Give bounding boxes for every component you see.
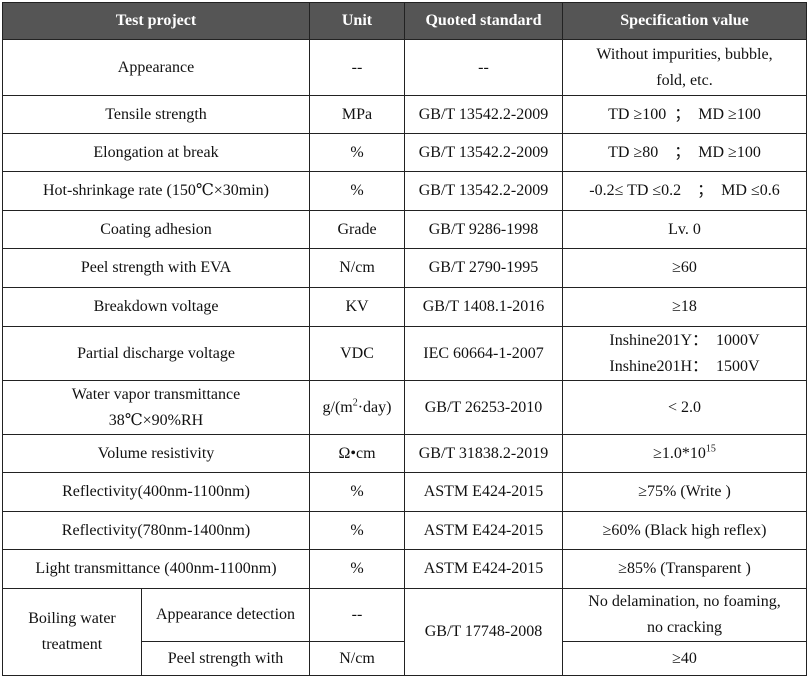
row-standard: GB/T 26253-2010 xyxy=(404,380,563,435)
row-unit: N/cm xyxy=(309,641,405,676)
row-project: Volume resistivity xyxy=(2,434,310,473)
row-unit: KV xyxy=(309,287,405,327)
table-row: Volume resistivity Ω•cm GB/T 31838.2-201… xyxy=(2,434,807,473)
row-standard: -- xyxy=(404,39,563,96)
row-project: Light transmittance (400nm-1100nm) xyxy=(2,549,310,589)
row-unit: % xyxy=(309,549,405,589)
row-project-line-1: Water vapor transmittance xyxy=(71,385,241,403)
table-row: Coating adhesion Grade GB/T 9286-1998 Lv… xyxy=(2,210,807,249)
row-project: Coating adhesion xyxy=(2,210,310,249)
row-project: Partial discharge voltage xyxy=(2,326,310,381)
table-row: Reflectivity(400nm-1100nm) % ASTM E424-2… xyxy=(2,472,807,512)
header-test-project: Test project xyxy=(2,2,310,40)
row-standard: ASTM E424-2015 xyxy=(404,549,563,589)
row-spec: ≥40 xyxy=(562,641,807,676)
row-project: Reflectivity(780nm-1400nm) xyxy=(2,511,310,550)
row-unit: VDC xyxy=(309,326,405,381)
unit-superscript: 2 xyxy=(352,397,358,409)
row-spec-line-2: no cracking xyxy=(646,619,723,636)
row-spec-line-1: Inshine201Y： 1000V xyxy=(609,331,760,349)
row-unit: N/cm xyxy=(309,248,405,288)
row-unit: Ω•cm xyxy=(309,434,405,473)
row-spec: ≥60 xyxy=(562,248,807,288)
boiling-water-group-label: Boiling water treatment xyxy=(2,588,142,676)
unit-tail: ·day) xyxy=(357,398,392,416)
row-spec-line-2: Inshine201H： 1500V xyxy=(609,357,760,375)
header-row: Test project Unit Quoted standard Specif… xyxy=(2,2,807,40)
table-row: Peel strength with N/cm ≥40 xyxy=(3,641,807,676)
header-specification-value: Specification value xyxy=(562,2,807,40)
header-quoted-standard: Quoted standard xyxy=(404,2,563,40)
table-row: Water vapor transmittance 38℃×90%RH g/(m… xyxy=(2,380,807,435)
row-spec: ≥85% (Transparent ) xyxy=(562,549,807,589)
row-spec: -0.2≤ TD ≤0.2 ； MD ≤0.6 xyxy=(562,171,807,211)
row-project: Reflectivity(400nm-1100nm) xyxy=(2,472,310,512)
row-standard: GB/T 17748-2008 xyxy=(404,588,563,676)
table-row: Breakdown voltage KV GB/T 1408.1-2016 ≥1… xyxy=(2,287,807,327)
row-spec: Lv. 0 xyxy=(562,210,807,249)
row-project: Breakdown voltage xyxy=(2,287,310,327)
row-unit: % xyxy=(309,171,405,211)
sub-project: Peel strength with xyxy=(141,641,310,676)
row-spec: ≥1.0*1015 xyxy=(562,434,807,473)
group-label-line-1: Boiling water xyxy=(28,610,116,627)
group-label-line-2: treatment xyxy=(41,636,103,653)
row-spec: TD ≥80 ； MD ≥100 xyxy=(562,133,807,172)
row-project: Water vapor transmittance 38℃×90%RH xyxy=(2,380,310,435)
row-project: Tensile strength xyxy=(2,95,310,134)
table-row: Boiling water treatment Appearance detec… xyxy=(2,588,807,676)
row-unit: % xyxy=(309,133,405,172)
table-row: Hot-shrinkage rate (150℃×30min) % GB/T 1… xyxy=(2,171,807,211)
header-unit: Unit xyxy=(309,2,405,40)
row-spec: Inshine201Y： 1000V Inshine201H： 1500V xyxy=(562,326,807,381)
table-row: Partial discharge voltage VDC IEC 60664-… xyxy=(2,326,807,381)
table-row: Elongation at break % GB/T 13542.2-2009 … xyxy=(2,133,807,172)
sub-project: Appearance detection xyxy=(141,588,310,642)
row-unit: -- xyxy=(309,588,405,642)
row-standard: ASTM E424-2015 xyxy=(404,511,563,550)
row-standard: IEC 60664-1-2007 xyxy=(404,326,563,381)
row-project: Appearance xyxy=(2,39,310,96)
table-row: Light transmittance (400nm-1100nm) % AST… xyxy=(2,549,807,589)
row-spec: TD ≥100 ； MD ≥100 xyxy=(562,95,807,134)
row-spec-line-2: fold, etc. xyxy=(656,71,713,89)
row-unit: % xyxy=(309,472,405,512)
table-row: Tensile strength MPa GB/T 13542.2-2009 T… xyxy=(2,95,807,134)
row-spec-line-1: Without impurities, bubble, xyxy=(596,45,773,63)
row-standard: GB/T 13542.2-2009 xyxy=(404,133,563,172)
row-project-line-2: 38℃×90%RH xyxy=(108,411,204,429)
row-unit: MPa xyxy=(309,95,405,134)
row-spec: No delamination, no foaming, no cracking xyxy=(562,588,807,642)
row-project: Peel strength with EVA xyxy=(2,248,310,288)
row-spec: ≥75% (Write ) xyxy=(562,472,807,512)
row-unit: Grade xyxy=(309,210,405,249)
row-project: Elongation at break xyxy=(2,133,310,172)
row-spec: ≥60% (Black high reflex) xyxy=(562,511,807,550)
row-standard: GB/T 31838.2-2019 xyxy=(404,434,563,473)
row-spec-line-1: No delamination, no foaming, xyxy=(588,593,781,610)
row-standard: GB/T 1408.1-2016 xyxy=(404,287,563,327)
row-standard: GB/T 13542.2-2009 xyxy=(404,95,563,134)
row-spec: < 2.0 xyxy=(562,380,807,435)
row-unit: g/(m2·day) xyxy=(309,380,405,435)
spec-superscript: 15 xyxy=(705,443,716,455)
unit-base: g/(m xyxy=(322,398,353,416)
row-project: Hot-shrinkage rate (150℃×30min) xyxy=(2,171,310,211)
spec-base: ≥1.0*10 xyxy=(653,444,706,462)
row-standard: GB/T 13542.2-2009 xyxy=(404,171,563,211)
row-unit: % xyxy=(309,511,405,550)
row-standard: ASTM E424-2015 xyxy=(404,472,563,512)
table-row: Appearance -- -- Without impurities, bub… xyxy=(2,39,807,96)
table-row: Peel strength with EVA N/cm GB/T 2790-19… xyxy=(2,248,807,288)
row-spec: Without impurities, bubble, fold, etc. xyxy=(562,39,807,96)
row-unit: -- xyxy=(309,39,405,96)
row-spec: ≥18 xyxy=(562,287,807,327)
table-row: Reflectivity(780nm-1400nm) % ASTM E424-2… xyxy=(2,511,807,550)
row-standard: GB/T 2790-1995 xyxy=(404,248,563,288)
row-standard: GB/T 9286-1998 xyxy=(404,210,563,249)
